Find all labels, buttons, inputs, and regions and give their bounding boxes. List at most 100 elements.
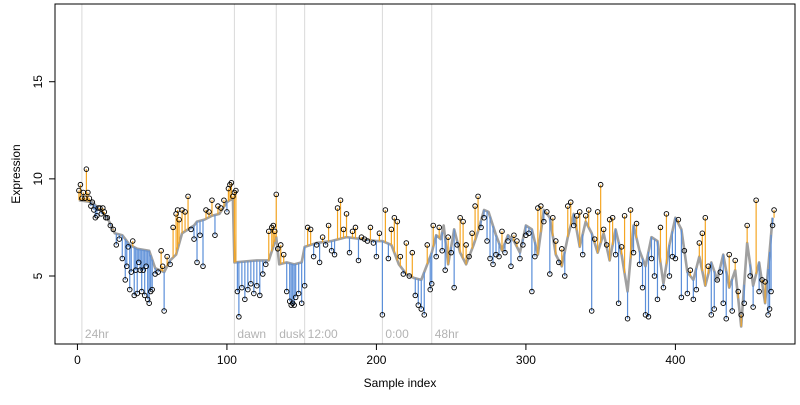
data-point <box>765 312 771 318</box>
data-point <box>762 279 768 285</box>
residual-layer <box>78 169 775 327</box>
data-point <box>143 263 149 270</box>
data-point <box>591 236 598 242</box>
data-point <box>496 253 502 260</box>
data-point <box>657 224 664 231</box>
data-point <box>448 249 454 256</box>
data-point <box>556 259 562 266</box>
data-point <box>687 267 694 273</box>
data-point <box>385 255 392 262</box>
data-point <box>388 226 395 233</box>
data-point <box>573 213 580 219</box>
data-point <box>588 308 595 314</box>
data-point <box>600 226 607 233</box>
data-point <box>585 207 592 213</box>
data-point <box>463 242 469 248</box>
data-point <box>364 238 371 244</box>
data-point <box>266 228 272 235</box>
data-point <box>660 284 667 291</box>
data-point <box>307 226 314 233</box>
data-point <box>756 288 762 295</box>
data-point <box>251 290 257 297</box>
data-point <box>137 267 143 273</box>
data-point <box>427 286 433 293</box>
data-point <box>280 251 287 258</box>
data-point <box>672 255 679 262</box>
x-axis-label: Sample index <box>364 376 437 390</box>
data-point <box>717 269 724 275</box>
data-point <box>295 290 302 297</box>
data-point <box>570 222 577 229</box>
data-point <box>122 277 129 283</box>
data-point <box>609 214 616 221</box>
data-point <box>185 193 191 200</box>
data-point <box>466 253 472 260</box>
data-point <box>188 226 194 233</box>
data-point <box>421 312 428 318</box>
data-point <box>529 288 535 295</box>
data-point <box>83 166 90 172</box>
data-point <box>400 271 407 277</box>
data-point <box>257 292 263 299</box>
data-point <box>113 242 120 248</box>
data-point <box>277 242 284 248</box>
data-point <box>325 222 332 229</box>
data-point <box>481 214 487 221</box>
data-point <box>562 273 568 279</box>
fitted-line <box>78 196 774 328</box>
data-point <box>116 236 123 242</box>
data-point <box>675 216 682 223</box>
data-point <box>349 228 356 235</box>
data-point <box>454 242 460 248</box>
data-point <box>161 308 167 314</box>
data-point <box>346 249 353 256</box>
data-point <box>430 222 436 229</box>
data-point <box>242 296 248 303</box>
data-point <box>439 247 445 254</box>
data-point <box>708 312 715 318</box>
data-point <box>263 261 269 268</box>
data-point <box>433 253 439 260</box>
data-point <box>270 222 277 229</box>
data-point <box>292 294 299 301</box>
data-point <box>376 230 383 237</box>
data-point <box>313 242 320 248</box>
data-point <box>469 230 475 237</box>
data-point <box>94 213 100 219</box>
data-point <box>212 232 218 238</box>
data-point <box>696 240 703 246</box>
marker-label: dusk <box>279 327 305 341</box>
data-point <box>301 282 308 289</box>
data-point <box>128 269 134 275</box>
data-point <box>732 257 738 264</box>
data-point <box>565 203 571 209</box>
data-point <box>107 222 114 229</box>
x-tick-label: 400 <box>665 353 685 367</box>
data-point <box>681 247 688 254</box>
data-point <box>254 282 260 289</box>
data-point <box>505 238 511 244</box>
data-point <box>197 232 203 238</box>
data-point <box>367 224 374 231</box>
data-point <box>723 315 729 322</box>
data-point <box>415 302 422 308</box>
data-point <box>705 263 712 270</box>
data-point <box>568 199 574 205</box>
data-point <box>460 218 466 225</box>
marker-label: 24hr <box>85 327 109 341</box>
data-point <box>158 247 164 254</box>
data-point <box>228 179 235 186</box>
data-point <box>406 273 413 279</box>
data-point <box>532 253 538 260</box>
data-point <box>149 286 155 293</box>
data-point <box>126 286 133 293</box>
data-point <box>597 181 604 188</box>
data-point <box>274 246 281 252</box>
data-point <box>636 261 643 268</box>
data-point <box>541 218 547 225</box>
fit-layer <box>78 196 774 328</box>
data-point <box>155 269 161 275</box>
data-point <box>159 263 166 270</box>
data-point <box>355 257 362 264</box>
data-point <box>645 314 652 320</box>
